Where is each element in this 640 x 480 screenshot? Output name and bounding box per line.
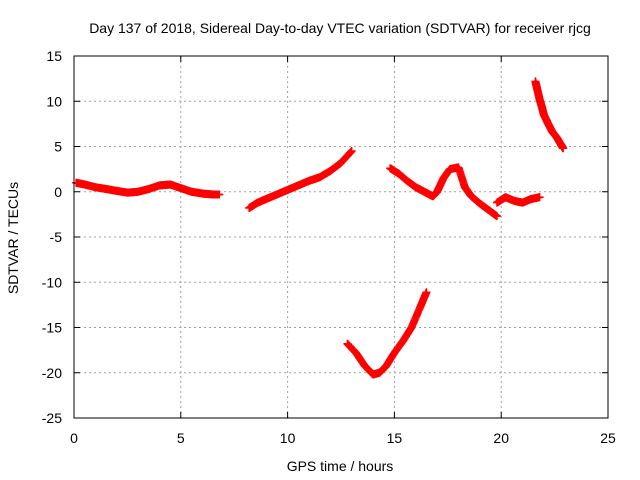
x-tick-label: 0: [70, 430, 78, 446]
series-segment-6: [531, 77, 568, 153]
x-tick-label: 25: [600, 430, 616, 446]
y-tick-label: -15: [42, 320, 62, 336]
chart-title: Day 137 of 2018, Sidereal Day-to-day VTE…: [89, 20, 591, 36]
grid-layer: [74, 56, 608, 418]
x-tick-label: 5: [177, 430, 185, 446]
y-tick-label: -20: [42, 365, 62, 381]
x-axis-label: GPS time / hours: [287, 458, 394, 474]
x-tick-label: 10: [280, 430, 296, 446]
tick-layer: 0 5 10 15 20 25 -25 -20 -15 -10 -5 0 5 10 15: [42, 48, 616, 446]
data-point: [346, 147, 355, 156]
series-segment-1: [72, 178, 224, 199]
data-layer: [72, 77, 568, 379]
data-point: [535, 193, 544, 202]
series-segment-3: [343, 288, 431, 379]
y-tick-label: -5: [50, 229, 63, 245]
series-segment-4: [386, 163, 501, 221]
data-point: [347, 147, 356, 156]
y-tick-label: 0: [54, 184, 62, 200]
x-tick-label: 20: [493, 430, 509, 446]
data-point: [559, 144, 568, 153]
y-tick-label: 5: [54, 139, 62, 155]
data-point: [492, 212, 501, 221]
y-axis-label: SDTVAR / TECUs: [5, 182, 21, 294]
data-point: [215, 190, 224, 199]
y-tick-label: 10: [46, 93, 62, 109]
series-segment-2: [245, 147, 356, 213]
data-point: [422, 288, 431, 297]
y-tick-label: 15: [46, 48, 62, 64]
data-point: [346, 148, 355, 157]
y-tick-label: -25: [42, 410, 62, 426]
x-tick-label: 15: [387, 430, 403, 446]
series-segment-5: [492, 193, 544, 207]
y-tick-label: -10: [42, 274, 62, 290]
